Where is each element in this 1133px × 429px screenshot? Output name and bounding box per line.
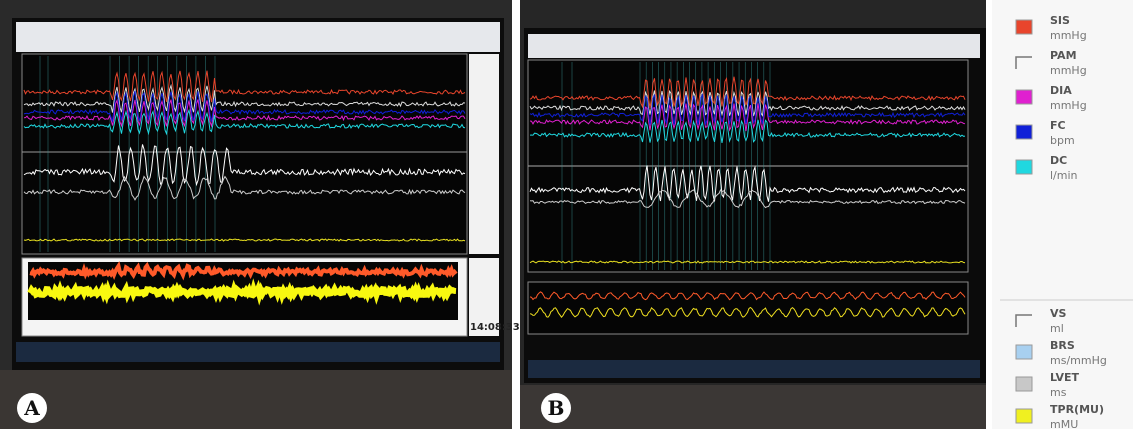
legend-swatch xyxy=(1015,89,1033,105)
signal-trace xyxy=(529,306,966,319)
legend-swatch xyxy=(1015,56,1032,69)
signal-trace xyxy=(529,76,966,109)
legend-unit: ml xyxy=(1050,322,1064,335)
legend-unit: mmHg xyxy=(1050,64,1087,77)
legend-name: BRS xyxy=(1050,339,1075,352)
signal-trace xyxy=(529,119,966,143)
panel-label: B xyxy=(548,396,565,420)
legend-name: PAM xyxy=(1050,49,1077,62)
desk xyxy=(0,370,512,429)
legend-unit: ms/mmHg xyxy=(1050,354,1107,367)
clock: 14:08:33 xyxy=(470,322,520,333)
desk xyxy=(520,385,986,429)
legend-swatch xyxy=(1015,19,1033,35)
signal-trace xyxy=(23,144,466,187)
toolbar xyxy=(16,22,500,52)
signal-trace xyxy=(23,90,466,122)
signal-trace xyxy=(27,278,457,306)
signal-trace xyxy=(23,108,466,136)
legend-name: SIS xyxy=(1050,14,1070,27)
legend-swatch xyxy=(1015,344,1033,360)
legend-unit: mmHg xyxy=(1050,29,1087,42)
signal-trace xyxy=(529,291,966,301)
toolbar xyxy=(528,34,980,58)
lower-plot xyxy=(527,281,969,335)
signal-trace xyxy=(23,98,466,128)
taskbar xyxy=(16,342,500,362)
legend-name: TPR(MU) xyxy=(1050,403,1104,416)
label-circle xyxy=(541,393,571,423)
legend-swatch xyxy=(1015,159,1033,175)
signal-trace xyxy=(529,89,966,118)
legend-unit: l/min xyxy=(1050,169,1078,182)
legend-swatch xyxy=(1015,408,1033,424)
signal-trace xyxy=(529,103,966,132)
signal-trace xyxy=(29,260,458,281)
signal-trace xyxy=(529,189,966,209)
plot-area xyxy=(21,53,468,255)
legend-name: FC xyxy=(1050,119,1066,132)
signal-trace xyxy=(529,165,966,202)
legend-name: VS xyxy=(1050,307,1067,320)
legend-unit: bpm xyxy=(1050,134,1075,147)
legend-swatch xyxy=(1015,314,1032,327)
signal-trace xyxy=(529,93,966,127)
legend-name: DIA xyxy=(1050,84,1072,97)
label-circle xyxy=(17,393,47,423)
legend-unit: mMU xyxy=(1050,418,1078,429)
signal-trace xyxy=(23,70,466,103)
legend-unit: mmHg xyxy=(1050,99,1087,112)
panel-label: A xyxy=(23,396,40,420)
legend-name: LVET xyxy=(1050,371,1080,384)
signal-trace xyxy=(23,238,466,242)
side-legend xyxy=(469,54,499,254)
side-legend xyxy=(469,258,499,336)
taskbar xyxy=(528,360,980,378)
legend-unit: ms xyxy=(1050,386,1067,399)
legend-name: DC xyxy=(1050,154,1067,167)
signal-trace xyxy=(529,260,966,264)
signal-trace xyxy=(23,83,466,114)
signal-trace xyxy=(23,175,466,201)
legend-swatch xyxy=(1015,124,1033,140)
legend-swatch xyxy=(1015,376,1033,392)
